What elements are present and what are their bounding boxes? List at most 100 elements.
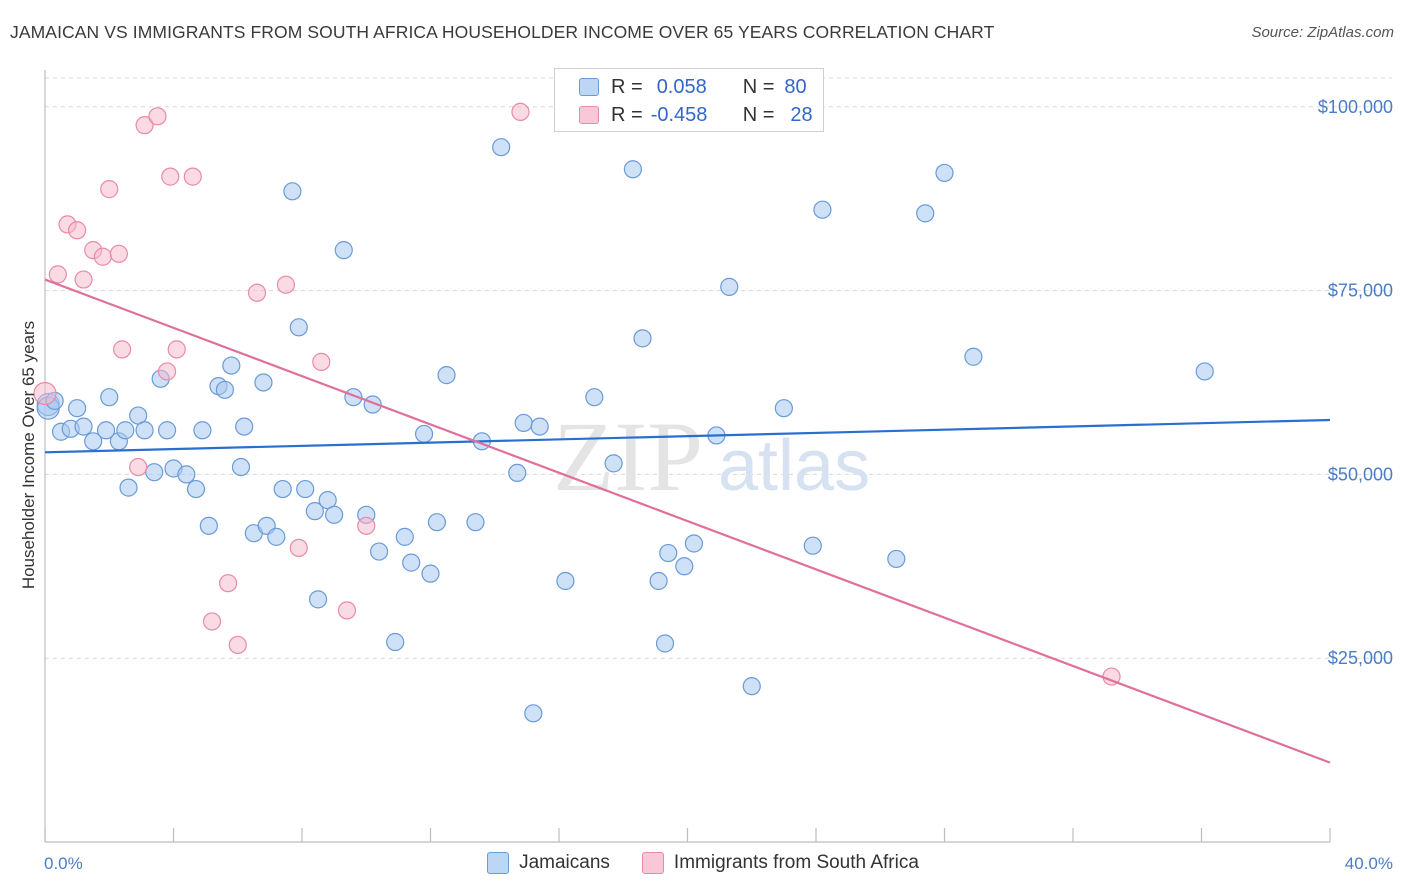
data-point[interactable] xyxy=(33,381,57,406)
data-point[interactable] xyxy=(167,340,186,359)
data-point[interactable] xyxy=(276,275,296,294)
legend-item-jamaicans[interactable]: Jamaicans xyxy=(487,852,610,874)
data-point[interactable] xyxy=(325,505,344,524)
legend-n-label: N = xyxy=(742,103,775,126)
data-point[interactable] xyxy=(235,417,254,436)
data-point[interactable] xyxy=(112,340,132,359)
data-point[interactable] xyxy=(585,388,604,407)
data-point[interactable] xyxy=(659,543,678,563)
data-point[interactable] xyxy=(215,380,234,399)
data-point[interactable] xyxy=(803,536,822,555)
data-point[interactable] xyxy=(1195,362,1214,381)
data-point[interactable] xyxy=(135,116,154,135)
data-point[interactable] xyxy=(247,283,267,302)
legend-item-south-africa[interactable]: Immigrants from South Africa xyxy=(641,852,919,874)
data-point[interactable] xyxy=(964,347,983,366)
data-point[interactable] xyxy=(129,457,148,477)
y-tick-label: $75,000 xyxy=(1328,281,1393,301)
data-point[interactable] xyxy=(93,247,112,266)
data-point[interactable] xyxy=(296,479,315,499)
data-point[interactable] xyxy=(308,590,328,609)
data-point[interactable] xyxy=(508,463,527,483)
data-point[interactable] xyxy=(283,182,302,201)
data-point[interactable] xyxy=(228,635,247,655)
data-point[interactable] xyxy=(395,527,414,546)
data-point[interactable] xyxy=(74,417,93,436)
data-point[interactable] xyxy=(193,421,212,440)
legend-r-label: R = xyxy=(611,103,643,126)
x-tick-label: 0.0% xyxy=(44,854,83,873)
data-point[interactable] xyxy=(199,516,218,535)
x-tick-label: 40.0% xyxy=(1345,854,1393,873)
data-point[interactable] xyxy=(514,413,533,433)
data-point[interactable] xyxy=(312,352,331,371)
data-point[interactable] xyxy=(100,180,119,199)
data-point[interactable] xyxy=(427,513,447,532)
trend-line-south-africa xyxy=(44,278,1331,764)
data-point[interactable] xyxy=(466,513,485,532)
data-point[interactable] xyxy=(100,388,119,407)
data-point[interactable] xyxy=(887,549,906,569)
data-point[interactable] xyxy=(289,318,308,337)
data-point[interactable] xyxy=(157,421,177,440)
data-point[interactable] xyxy=(530,417,549,436)
data-point[interactable] xyxy=(623,160,642,179)
data-point[interactable] xyxy=(357,516,376,535)
data-point[interactable] xyxy=(370,542,389,561)
data-point[interactable] xyxy=(116,421,135,440)
data-point[interactable] xyxy=(414,424,434,444)
data-point[interactable] xyxy=(222,356,241,375)
data-point[interactable] xyxy=(177,465,196,484)
data-point[interactable] xyxy=(186,479,206,499)
data-point[interactable] xyxy=(183,167,202,186)
data-point[interactable] xyxy=(273,479,292,499)
data-point[interactable] xyxy=(633,329,652,348)
data-point[interactable] xyxy=(96,421,116,440)
data-point[interactable] xyxy=(421,564,440,583)
data-point[interactable] xyxy=(135,421,154,440)
data-point[interactable] xyxy=(157,362,177,381)
data-point[interactable] xyxy=(267,527,286,546)
data-point[interactable] xyxy=(511,102,530,122)
data-point[interactable] xyxy=(145,463,164,482)
data-point[interactable] xyxy=(289,538,308,558)
grid-lines xyxy=(45,77,1392,659)
data-point[interactable] xyxy=(402,553,421,572)
data-point[interactable] xyxy=(254,373,273,392)
data-point[interactable] xyxy=(202,612,222,631)
data-point[interactable] xyxy=(524,704,543,723)
data-point[interactable] xyxy=(84,432,103,451)
data-point[interactable] xyxy=(68,221,87,240)
data-point[interactable] xyxy=(68,399,87,418)
data-point[interactable] xyxy=(109,244,128,263)
source-label: Source: ZipAtlas.com xyxy=(1251,24,1394,41)
data-point[interactable] xyxy=(935,163,954,183)
axes xyxy=(44,70,1331,843)
data-point[interactable] xyxy=(774,399,793,418)
data-point[interactable] xyxy=(675,557,694,576)
data-point[interactable] xyxy=(334,241,353,260)
data-point[interactable] xyxy=(305,502,324,521)
data-point[interactable] xyxy=(231,457,251,477)
data-point[interactable] xyxy=(556,571,575,591)
data-point[interactable] xyxy=(219,574,238,593)
data-point[interactable] xyxy=(74,270,93,289)
data-point[interactable] xyxy=(119,478,138,497)
data-point[interactable] xyxy=(916,204,935,223)
data-point[interactable] xyxy=(437,366,456,385)
data-point[interactable] xyxy=(813,200,832,219)
data-point[interactable] xyxy=(386,632,405,652)
legend-row-jamaicans: R = 0.058 N = 80 xyxy=(555,73,807,101)
data-point[interactable] xyxy=(655,634,675,653)
data-point[interactable] xyxy=(337,601,357,620)
data-point[interactable] xyxy=(48,265,67,284)
data-point[interactable] xyxy=(720,277,739,296)
data-point[interactable] xyxy=(742,677,761,696)
watermark-atlas: atlas xyxy=(718,426,870,506)
data-point[interactable] xyxy=(649,571,668,591)
data-point[interactable] xyxy=(604,454,623,473)
data-point[interactable] xyxy=(161,167,180,186)
data-point[interactable] xyxy=(684,534,704,553)
data-point[interactable] xyxy=(148,107,167,126)
data-point[interactable] xyxy=(492,138,511,157)
